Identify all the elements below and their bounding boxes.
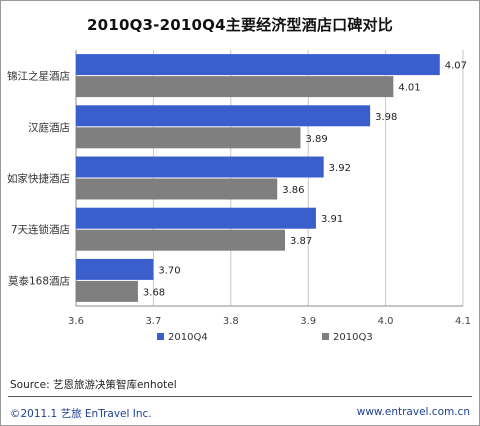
footer-divider (8, 396, 472, 397)
data-label: 3.91 (321, 214, 343, 225)
bar-2010q3 (76, 229, 285, 251)
x-tick-label: 3.6 (68, 316, 84, 327)
x-tick-label: 3.7 (145, 316, 161, 327)
data-label: 3.92 (329, 163, 351, 174)
legend-swatch-2010q4 (157, 333, 164, 340)
category-label: 7天连锁酒店 (11, 223, 70, 236)
category-label: 莫泰168酒店 (8, 274, 70, 287)
bar-2010q3 (76, 178, 278, 200)
data-label: 4.01 (398, 83, 420, 94)
bar-2010q4 (76, 54, 440, 76)
x-tick-label: 3.9 (300, 316, 316, 327)
bar-2010q3 (76, 127, 301, 149)
bar-2010q4 (76, 258, 154, 280)
source-note: Source: 艺恩旅游决策智库enhotel (10, 379, 177, 391)
bar-2010q4 (76, 207, 316, 229)
category-label: 汉庭酒店 (28, 121, 70, 134)
data-label: 3.87 (290, 236, 312, 247)
bar-2010q3 (76, 280, 138, 302)
data-label: 3.98 (375, 112, 397, 123)
bar-2010q3 (76, 76, 394, 98)
copyright-text: ©2011.1 艺旅 EnTravel Inc. (10, 408, 152, 420)
data-label: 4.07 (445, 61, 467, 72)
category-label: 如家快捷酒店 (7, 172, 70, 185)
x-tick-label: 3.8 (223, 316, 239, 327)
category-label: 锦江之星酒店 (7, 70, 70, 83)
bar-2010q4 (76, 156, 324, 178)
bar-2010q4 (76, 105, 371, 127)
chart-title: 2010Q3-2010Q4主要经济型酒店口碑对比 (87, 16, 393, 34)
legend-label: 2010Q3 (333, 332, 373, 343)
data-label: 3.86 (282, 185, 304, 196)
legend-swatch-2010q3 (322, 333, 329, 340)
x-tick-label: 4.0 (378, 316, 394, 327)
data-label: 3.89 (305, 134, 327, 145)
data-label: 3.70 (158, 265, 180, 276)
data-label: 3.68 (143, 287, 165, 298)
website-link[interactable]: www.entravel.com.cn (356, 406, 470, 418)
x-tick-label: 4.1 (455, 316, 471, 327)
legend-label: 2010Q4 (168, 332, 208, 343)
